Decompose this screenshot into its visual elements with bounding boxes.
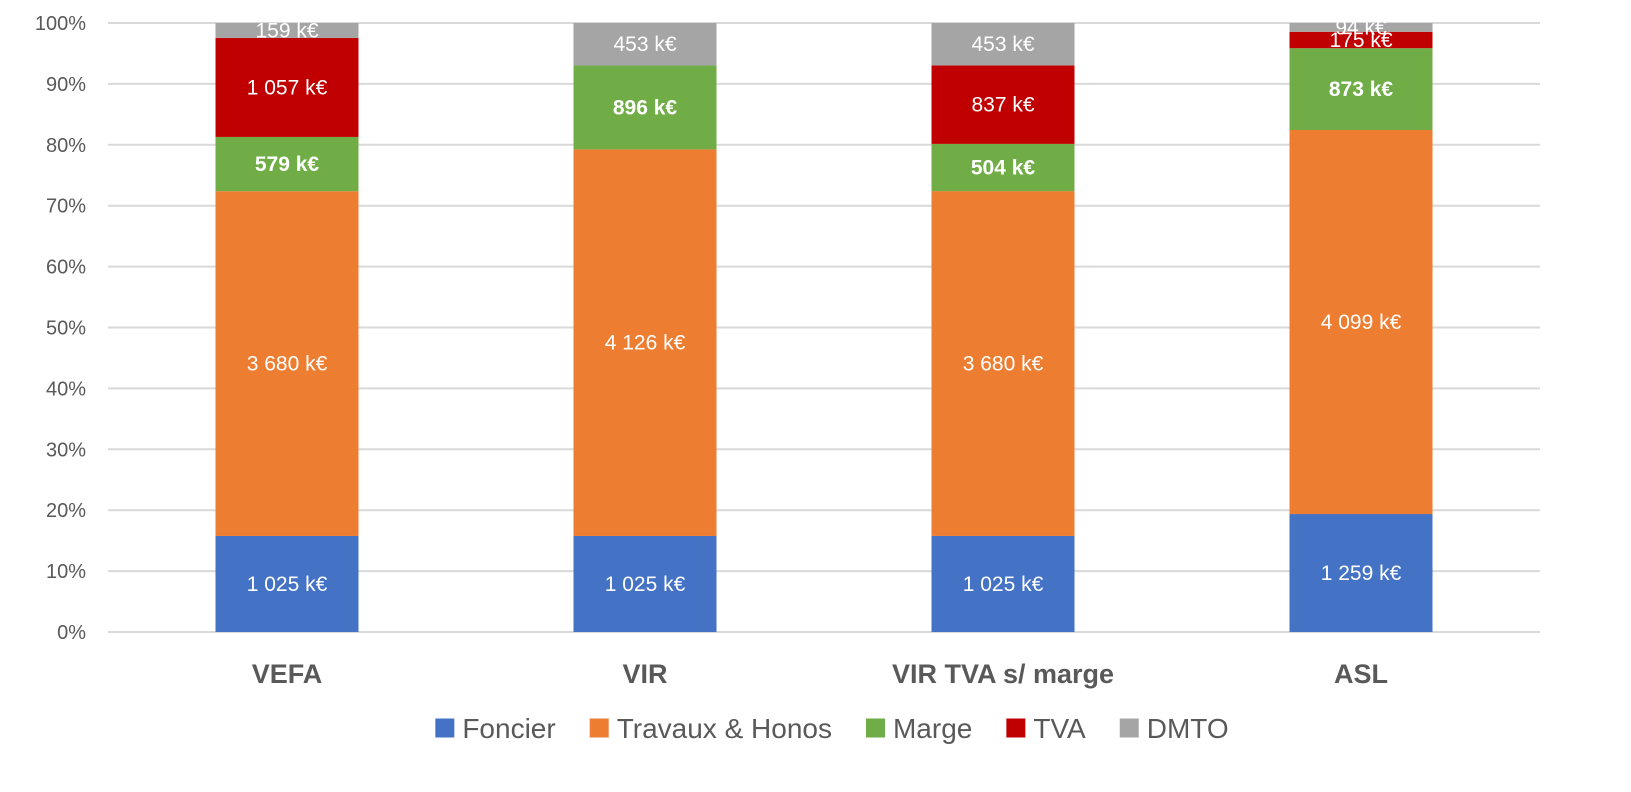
bar-segment xyxy=(573,149,717,536)
category-label: VEFA xyxy=(252,659,323,689)
y-tick-label: 50% xyxy=(46,318,86,340)
data-label: 94 k€ xyxy=(1335,16,1387,39)
legend-item: TVA xyxy=(1006,713,1086,744)
y-tick-label: 70% xyxy=(46,196,86,218)
data-label: 579 k€ xyxy=(255,153,320,176)
category-label: ASL xyxy=(1334,659,1388,689)
bar-segment xyxy=(931,143,1075,192)
legend-item: Travaux & Honos xyxy=(589,713,832,744)
y-tick-label: 40% xyxy=(46,378,86,400)
bar-segment xyxy=(215,136,359,192)
y-tick-label: 90% xyxy=(46,74,86,96)
data-label: 873 k€ xyxy=(1329,78,1394,101)
data-label: 3 680 k€ xyxy=(963,353,1044,376)
data-label: 4 099 k€ xyxy=(1321,311,1402,334)
legend-label: DMTO xyxy=(1147,713,1229,744)
data-label: 175 k€ xyxy=(1329,29,1392,52)
data-label: 1 057 k€ xyxy=(247,76,328,99)
data-label: 1 025 k€ xyxy=(963,573,1044,596)
y-tick-label: 80% xyxy=(46,135,86,157)
bar-segment xyxy=(215,37,359,137)
y-tick-label: 20% xyxy=(46,500,86,522)
legend-label: Marge xyxy=(893,713,972,744)
bar-segment xyxy=(1289,31,1433,49)
data-label: 504 k€ xyxy=(971,156,1036,179)
bar-segment xyxy=(573,535,717,632)
data-label: 837 k€ xyxy=(971,94,1034,117)
legend-swatch xyxy=(865,718,885,738)
bar-segment xyxy=(931,191,1075,536)
bar-segment xyxy=(931,65,1075,144)
bars xyxy=(215,23,1433,632)
y-tick-label: 30% xyxy=(46,439,86,461)
data-label: 3 680 k€ xyxy=(247,353,328,376)
y-tick-label: 100% xyxy=(35,13,86,35)
y-tick-label: 0% xyxy=(57,622,86,644)
data-label: 4 126 k€ xyxy=(605,332,686,355)
legend-swatch xyxy=(1119,718,1139,738)
legend-swatch xyxy=(589,718,609,738)
legend-label: TVA xyxy=(1033,713,1086,744)
bar-segment xyxy=(1289,129,1433,515)
bar-segment xyxy=(215,23,359,38)
category-label: VIR xyxy=(622,659,667,689)
legend-label: Travaux & Honos xyxy=(617,713,832,744)
y-tick-label: 60% xyxy=(46,257,86,279)
legend-item: Foncier xyxy=(435,713,556,744)
y-tick-label: 10% xyxy=(46,561,86,583)
legend-label: Foncier xyxy=(462,713,555,744)
data-label: 159 k€ xyxy=(255,19,318,42)
data-label: 896 k€ xyxy=(613,96,678,119)
data-label: 453 k€ xyxy=(613,33,676,56)
bar-segment xyxy=(215,535,359,632)
data-label: 453 k€ xyxy=(971,33,1034,56)
bar-segment xyxy=(573,65,717,150)
bar-segment xyxy=(573,23,717,66)
bar-segment xyxy=(931,23,1075,66)
bar-segment xyxy=(931,535,1075,632)
category-label: VIR TVA s/ marge xyxy=(892,659,1114,689)
data-label: 1 025 k€ xyxy=(247,573,328,596)
data-labels: 1 025 k€ 3 680 k€ 579 k€ 1 057 k€ 159 k€ 1 02… xyxy=(247,16,1402,596)
legend-item: Marge xyxy=(865,713,972,744)
bar-segment xyxy=(1289,23,1433,32)
bar-segment xyxy=(1289,48,1433,130)
legend: Foncier Travaux & Honos Marge TVA DMTO xyxy=(435,713,1229,744)
legend-swatch xyxy=(1006,718,1026,738)
bar-segment xyxy=(1289,514,1433,632)
x-axis-categories: VEFA VIR VIR TVA s/ marge ASL xyxy=(252,659,1388,689)
y-axis-ticks: 0% 10% 20% 30% 40% 50% 60% 70% 80% 90% 100% xyxy=(35,13,86,644)
legend-item: DMTO xyxy=(1119,713,1229,744)
bar-segment xyxy=(215,191,359,536)
legend-swatch xyxy=(435,718,455,738)
data-label: 1 025 k€ xyxy=(605,573,686,596)
data-label: 1 259 k€ xyxy=(1321,562,1402,585)
